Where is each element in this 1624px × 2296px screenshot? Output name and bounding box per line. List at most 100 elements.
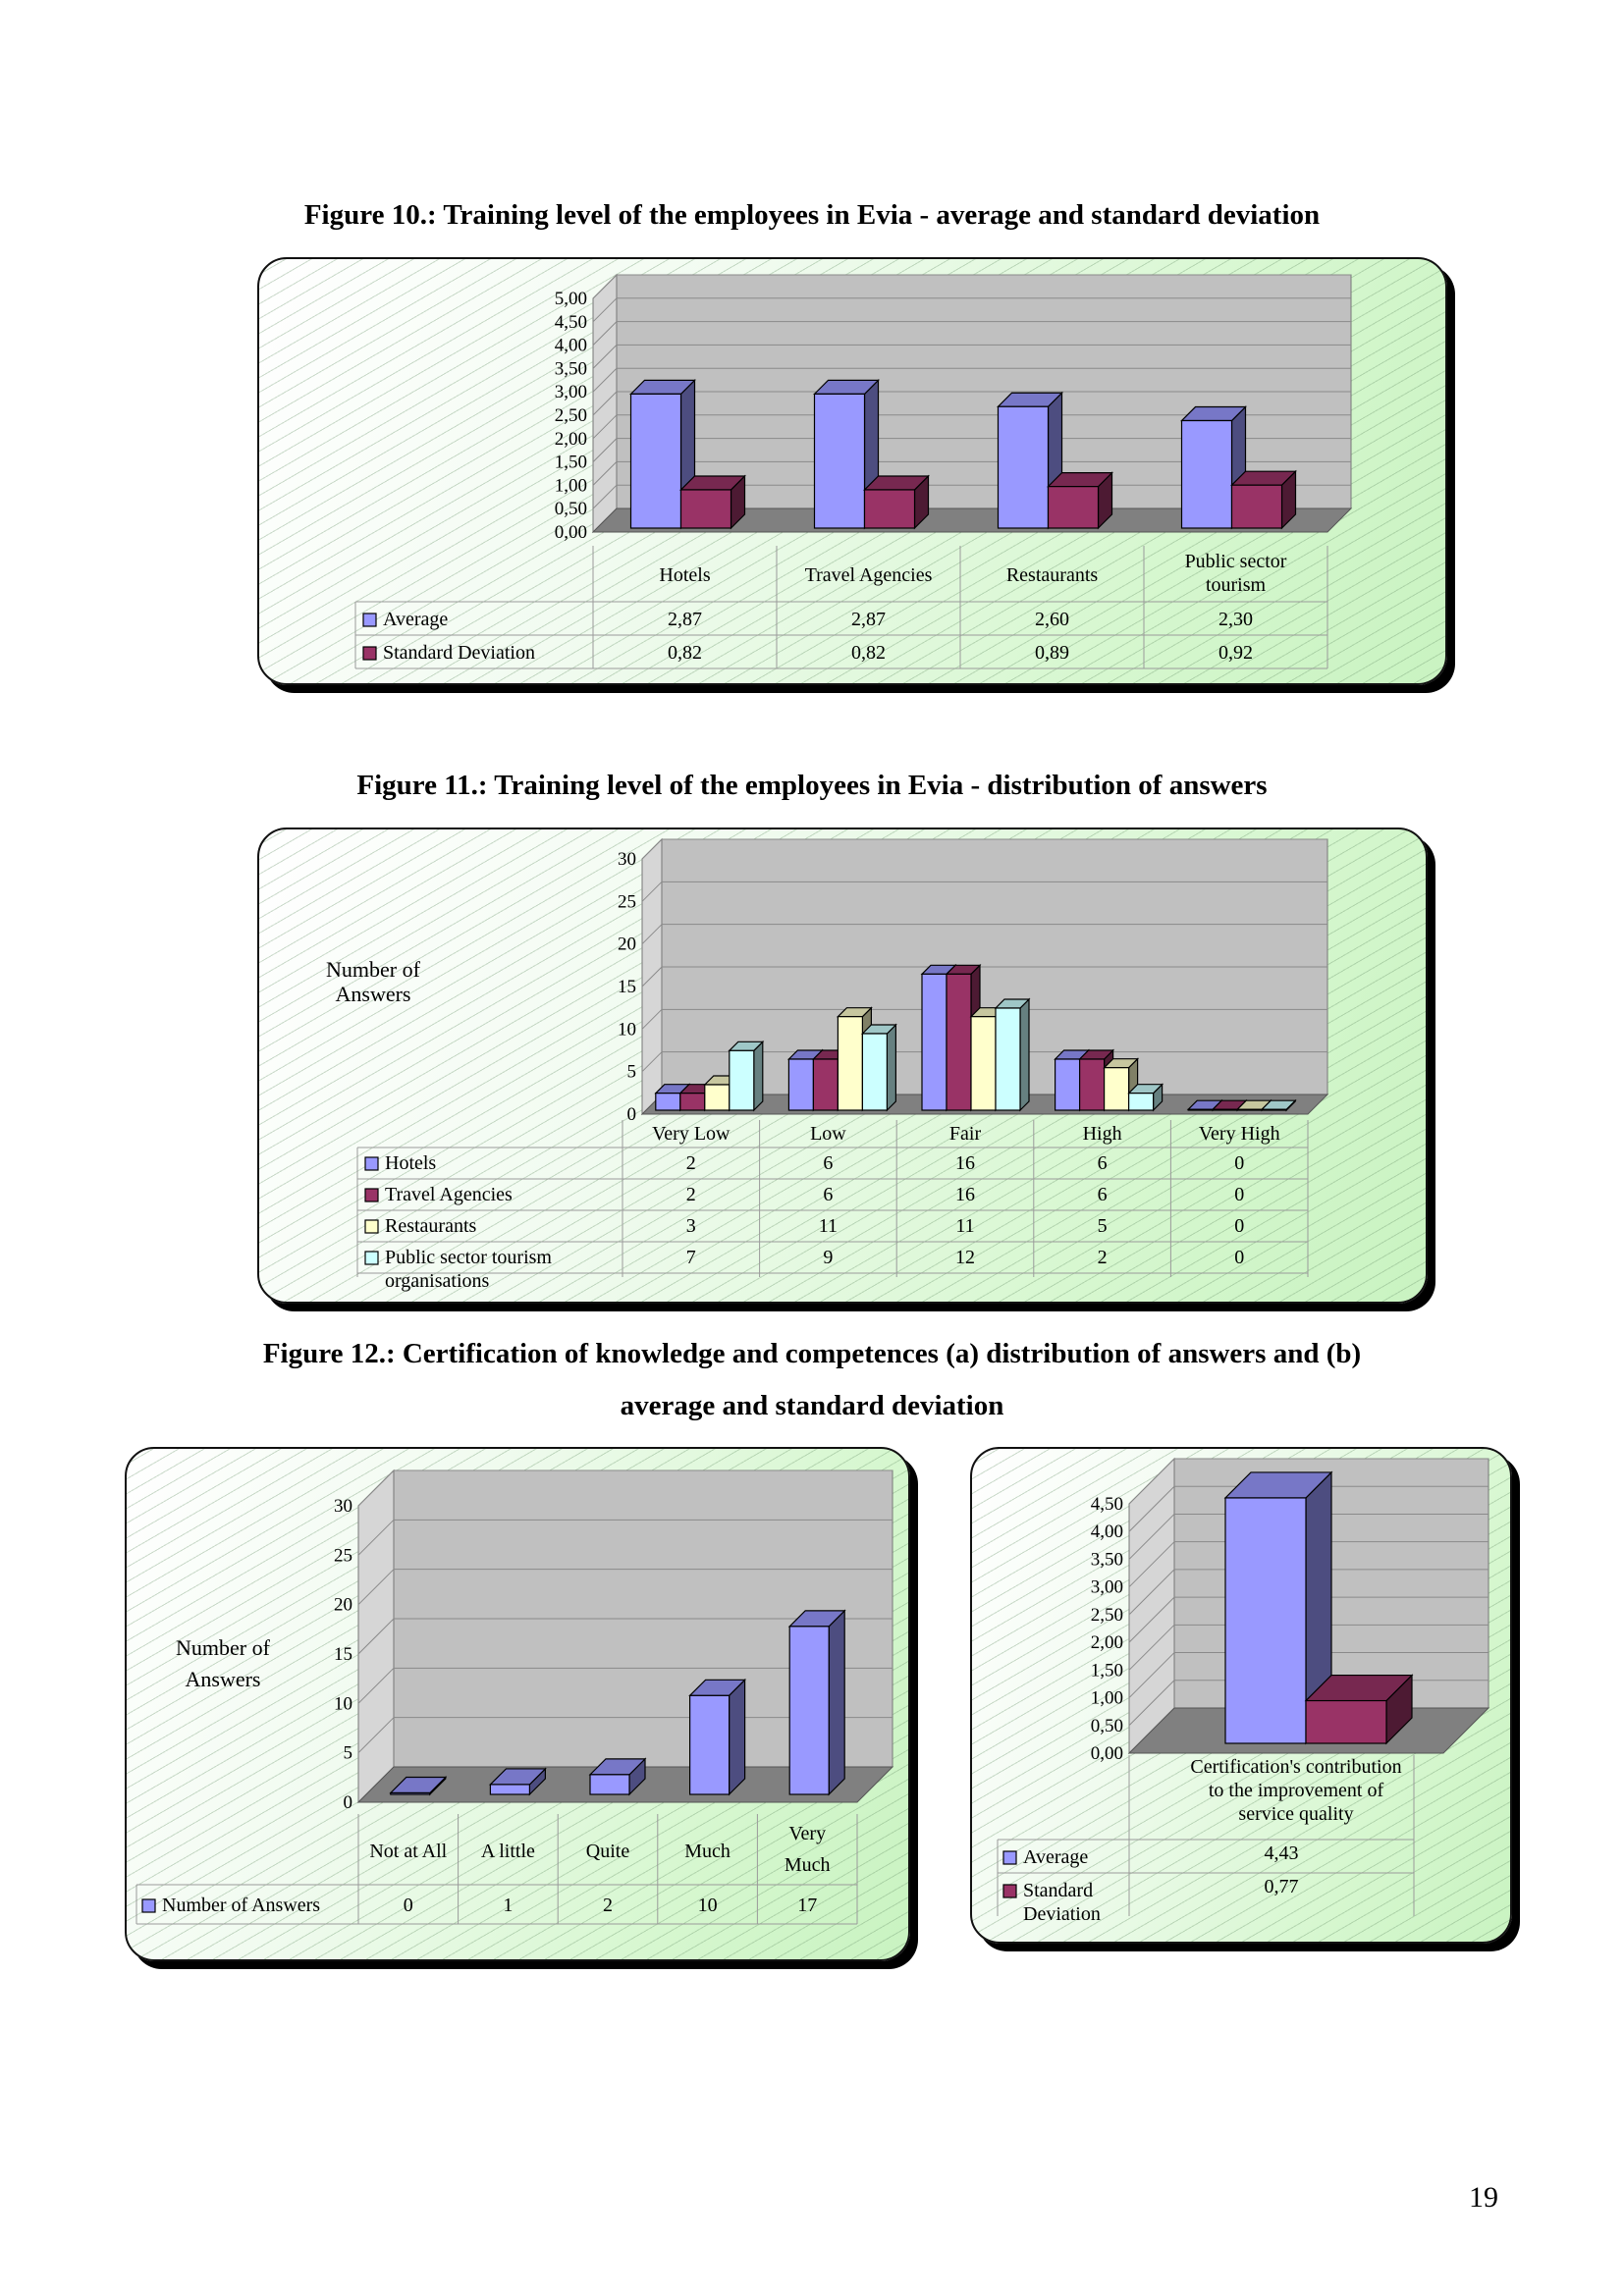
fig11-table-value: 2	[686, 1152, 696, 1174]
fig11-gridline-side	[641, 1051, 663, 1073]
fig12b-gridline-side	[1128, 1652, 1175, 1698]
fig11-bar-series-4	[994, 997, 1031, 1112]
fig11-table-value: 0	[1234, 1184, 1244, 1205]
fig12a-y-tick: 25	[334, 1545, 352, 1566]
fig11-y-tick: 0	[627, 1104, 637, 1125]
fig11-bar-series-4-front	[1261, 1108, 1287, 1111]
figure-12b-chart: 0,00 0,50 1,00 1,50 2,00 2,50 3,00 3,50 4,00 4,50…	[970, 1447, 1512, 1944]
fig11-bar-series-2-front	[812, 1058, 839, 1111]
fig10-y-tick: 0,50	[555, 499, 587, 519]
fig10-y-tick: 0,00	[555, 522, 587, 543]
fig10-bar-standard-deviation	[1230, 469, 1297, 530]
fig12b-y-tick: 1,50	[1091, 1660, 1123, 1681]
fig12a-legend-swatch	[141, 1898, 156, 1913]
fig12a-table-value: 0	[404, 1895, 413, 1916]
fig12b-gridline-side	[1128, 1485, 1175, 1532]
fig12b-legend-swatch	[1002, 1884, 1017, 1898]
figure-12-title-line2: average and standard deviation	[620, 1390, 1004, 1421]
fig11-bar-series-4	[728, 1040, 765, 1112]
fig10-legend-label: Standard Deviation	[383, 642, 535, 664]
fig11-bar-series-2-front	[679, 1093, 706, 1111]
figure-11-chart: 0 5 10 15 20 25 30 Number of Answers Very Low Low F…	[257, 828, 1428, 1304]
fig11-x-label: High	[1083, 1123, 1122, 1145]
fig10-table-value: 0,82	[851, 642, 886, 664]
fig10-y-tick: 1,50	[555, 453, 587, 473]
fig11-legend-swatch	[364, 1251, 379, 1265]
fig12b-y-tick: 2,00	[1091, 1632, 1123, 1653]
fig12a-legend-label: Number of Answers	[162, 1895, 320, 1916]
fig10-x-label: Travel Agencies	[805, 564, 933, 586]
fig11-table-value: 2	[686, 1184, 696, 1205]
fig11-bar-series-4-front	[995, 1007, 1021, 1111]
fig11-table-value: 2	[1098, 1247, 1108, 1268]
fig11-table-value: 6	[1098, 1152, 1108, 1174]
fig10-x-label: Hotels	[659, 564, 710, 586]
fig11-y-tick: 10	[618, 1019, 636, 1040]
fig11-gridline-side	[641, 924, 663, 945]
fig11-bar-series-4-side	[886, 1023, 897, 1112]
fig11-table-value: 3	[686, 1215, 696, 1237]
fig10-bar-average-front	[629, 393, 682, 529]
fig10-y-tick: 2,50	[555, 405, 587, 426]
fig11-gridline-side	[641, 838, 663, 860]
fig11-bar-series-1-front	[655, 1093, 681, 1111]
fig12b-y-tick: 0,50	[1091, 1716, 1123, 1736]
fig12a-y-tick: 0	[344, 1792, 353, 1813]
fig11-legend-swatch	[364, 1219, 379, 1234]
fig11-bar-series-4-front	[861, 1033, 889, 1111]
fig10-gridline-side	[592, 321, 618, 346]
fig11-bar-series-4-side	[753, 1040, 764, 1112]
fig12b-x-label: Certification's contribution	[1190, 1756, 1401, 1778]
fig11-bar-series-4	[1260, 1098, 1297, 1112]
fig11-bar-series-1-front	[921, 973, 947, 1111]
fig11-bar-series-4	[860, 1023, 897, 1112]
fig12a-x-label: Very	[788, 1823, 826, 1844]
fig12b-table-value: 0,77	[1265, 1876, 1299, 1897]
fig12b-bar-standard-deviation-front	[1305, 1699, 1387, 1744]
fig12b-legend-swatch	[1002, 1850, 1017, 1865]
fig12a-bar-front	[489, 1784, 530, 1795]
fig11-table-value: 7	[686, 1247, 696, 1268]
fig11-y-title: Number of	[326, 957, 421, 982]
fig10-y-tick: 4,50	[555, 312, 587, 333]
fig12a-bar-front	[390, 1791, 431, 1795]
fig11-table-value: 6	[823, 1152, 833, 1174]
fig12a-bar-front	[788, 1626, 830, 1795]
fig10-y-tick: 4,00	[555, 336, 587, 356]
fig11-y-tick: 15	[618, 977, 636, 997]
figure-10-chart: 0,00 0,50 1,00 1,50 2,00 2,50 3,00 3,50 4,00 4,50…	[257, 257, 1447, 685]
fig12b-gridline-side	[1128, 1569, 1175, 1616]
fig11-table-value: 12	[955, 1247, 975, 1268]
fig12b-y-tick: 2,50	[1091, 1605, 1123, 1626]
fig11-gridline-side	[641, 881, 663, 902]
fig12a-y-title: Answers	[186, 1667, 261, 1691]
fig11-bar-series-3-front	[1236, 1108, 1263, 1111]
fig12b-gridline-side	[1128, 1624, 1175, 1671]
fig11-bar-series-3-front	[970, 1016, 997, 1111]
fig11-y-tick: 25	[618, 891, 636, 912]
fig12b-gridline-side	[1128, 1680, 1175, 1727]
fig11-legend-swatch	[364, 1188, 379, 1202]
fig11-gridline-side	[641, 966, 663, 988]
fig11-bar-series-4-side	[1019, 997, 1030, 1112]
fig11-bar-series-2-front	[946, 973, 972, 1111]
fig12b-gridline-side	[1128, 1458, 1175, 1505]
fig10-gridline-side	[592, 345, 618, 369]
fig12a-x-label: Not at All	[369, 1841, 447, 1862]
fig11-bar-series-2-front	[1212, 1108, 1238, 1111]
fig10-bar-average	[629, 378, 696, 530]
fig12b-gridline-side	[1128, 1596, 1175, 1643]
fig12b-legend-label: Deviation	[1023, 1903, 1101, 1925]
fig12a-gridline-side	[357, 1569, 395, 1606]
fig11-bar-series-3-front	[837, 1016, 864, 1111]
fig12b-bar-standard-deviation	[1304, 1674, 1414, 1745]
fig10-floor	[591, 507, 1353, 533]
fig10-x-label: Public sector	[1185, 551, 1287, 572]
fig12a-gridline-side	[357, 1519, 395, 1556]
figure-11-title: Figure 11.: Training level of the employ…	[356, 770, 1268, 801]
fig12a-x-label: Much	[684, 1841, 731, 1862]
fig12a-y-tick: 10	[334, 1693, 352, 1714]
fig11-legend-swatch	[364, 1156, 379, 1171]
fig11-legend-label: organisations	[385, 1270, 490, 1292]
